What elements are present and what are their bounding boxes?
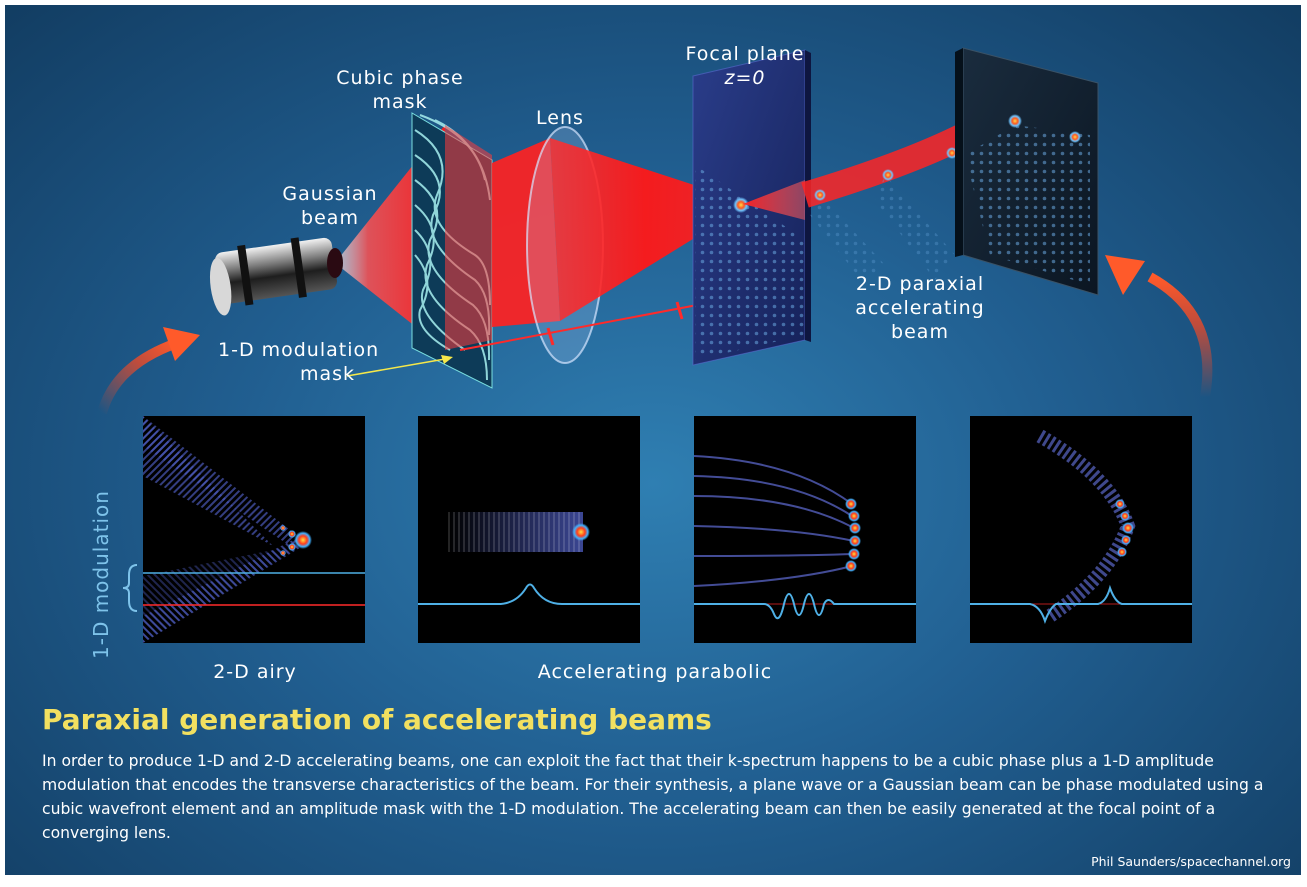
label-cubic-phase-mask: Cubic phase mask <box>335 66 465 114</box>
figure-description: In order to produce 1-D and 2-D accelera… <box>42 752 1264 842</box>
label-modulation-mask-line1: 1-D modulation <box>218 339 380 361</box>
caption-2d-airy: 2-D airy <box>213 661 297 683</box>
mask-pointer-line <box>346 358 446 377</box>
panel-parabolic-gaussian <box>418 416 640 643</box>
label-focal-plane: Focal plane z=0 <box>685 42 805 90</box>
panel-2d-airy <box>143 416 365 643</box>
label-gaussian-beam-line1: Gaussian <box>282 183 378 205</box>
output-screen <box>955 47 1099 296</box>
focal-plane <box>692 49 811 366</box>
figure-title: Paraxial generation of accelerating beam… <box>42 703 712 736</box>
label-cubic-phase-mask-line2: mask <box>372 91 428 113</box>
modulation-axis-label: 1-D modulation <box>89 490 113 659</box>
label-paraxial-beam-line3: beam <box>891 321 949 343</box>
label-paraxial-beam-line2: accelerating <box>855 297 985 319</box>
label-cubic-phase-mask-line1: Cubic phase <box>336 67 464 89</box>
label-focal-plane-line2: z=0 <box>724 67 766 89</box>
panel-parabolic-hermite <box>694 416 916 643</box>
label-gaussian-beam-line2: beam <box>301 207 359 229</box>
laser-source <box>209 237 343 316</box>
panel-parabolic-odd <box>970 416 1192 643</box>
label-modulation-mask: 1-D modulation mask <box>218 338 379 386</box>
image-credit: Phil Saunders/spacechannel.org <box>1091 854 1291 869</box>
label-gaussian-beam: Gaussian beam <box>275 182 385 230</box>
label-lens: Lens <box>536 107 584 129</box>
right-curved-arrow <box>1147 272 1213 398</box>
modulation-brace <box>122 564 138 612</box>
label-paraxial-beam: 2-D paraxial accelerating beam <box>840 272 1000 344</box>
label-modulation-mask-line2: mask <box>300 363 356 385</box>
label-paraxial-beam-line1: 2-D paraxial <box>855 273 985 295</box>
figure-canvas: Cubic phase mask Lens Focal plane z=0 Ga… <box>5 5 1301 875</box>
hermite-profile-curve <box>694 593 916 620</box>
gaussian-profile-curve <box>418 583 640 605</box>
label-focal-plane-line1: Focal plane <box>685 43 805 65</box>
left-curved-arrow <box>97 338 179 415</box>
optical-setup-illustration <box>97 47 1213 415</box>
odd-profile-curve <box>970 584 1192 624</box>
caption-accelerating-parabolic: Accelerating parabolic <box>537 661 773 683</box>
